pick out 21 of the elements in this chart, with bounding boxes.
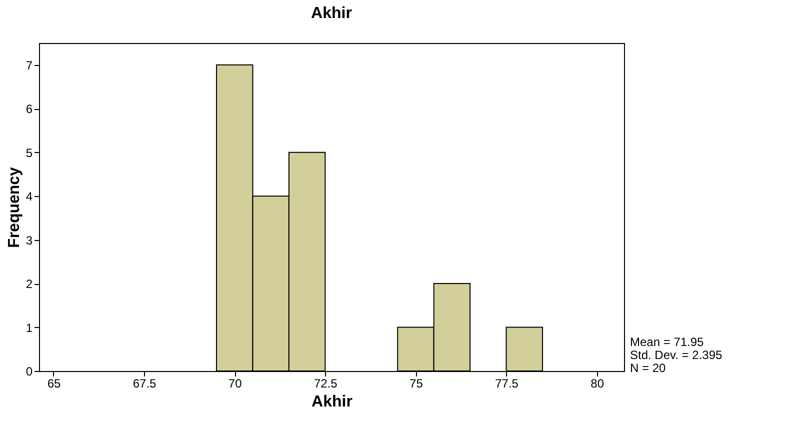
x-tick-label: 72.5 xyxy=(314,376,338,390)
x-tick-label: 80 xyxy=(590,376,604,390)
text: Mean = 71.95 xyxy=(630,335,704,349)
y-tick-label: 3 xyxy=(26,233,33,248)
x-tick-label: 70 xyxy=(228,376,242,390)
x-tick-label: 77.5 xyxy=(495,376,519,390)
y-tick-label: 7 xyxy=(26,58,33,72)
text: N = 20 xyxy=(630,361,666,375)
y-tick-label: 6 xyxy=(26,102,33,116)
y-tick-label: 4 xyxy=(26,190,33,204)
chart-title: Akhir xyxy=(311,5,352,22)
y-tick-label: 5 xyxy=(26,146,33,160)
y-tick-label: 0 xyxy=(26,364,33,378)
x-tick-label: 65 xyxy=(47,376,61,390)
text: Std. Dev. = 2.395 xyxy=(630,348,722,362)
y-axis-title: Frequency xyxy=(6,166,23,248)
y-tick-label: 1 xyxy=(26,320,33,335)
y-tick-label: 2 xyxy=(26,277,33,292)
x-axis-title: Akhir xyxy=(312,394,352,410)
x-tick-label: 67.5 xyxy=(132,376,157,390)
x-tick-label: 75 xyxy=(410,376,424,390)
